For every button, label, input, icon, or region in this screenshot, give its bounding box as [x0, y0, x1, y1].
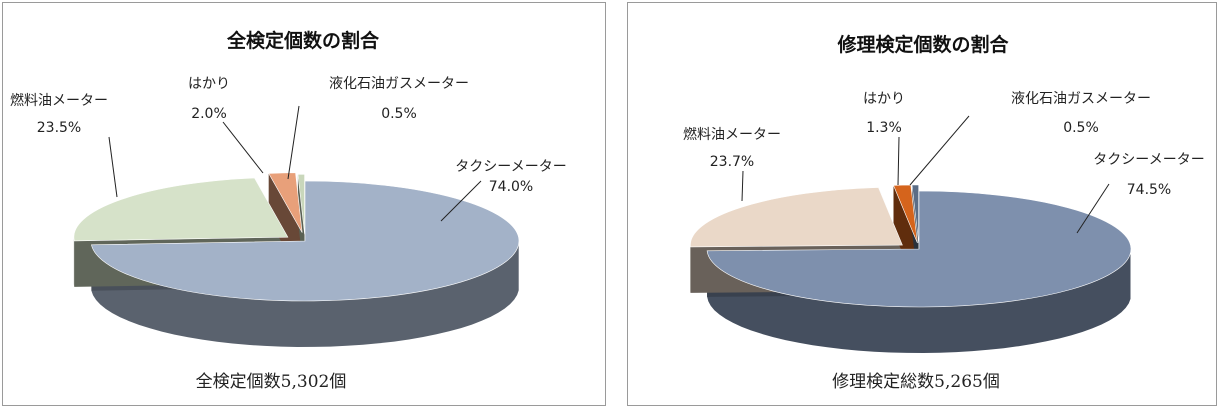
slice-percent-label: 23.7%: [710, 154, 754, 170]
slice-percent-label: 0.5%: [1063, 120, 1099, 136]
leader-line-slice-4: [909, 115, 970, 186]
pie-chart-all: 全検定個数の割合 タクシーメーター 74.0% 燃料油メーター 23.5% はかり 2.0…: [10, 29, 567, 392]
slice-name-label: 液化石油ガスメーター: [1011, 91, 1151, 107]
chart-title: 全検定個数の割合: [226, 29, 380, 52]
leader-line-slice-2: [108, 136, 118, 198]
slice-name-label: はかり: [188, 76, 230, 92]
chart-panel-repair: 修理検定個数の割合 タクシーメーター 74.5% 燃料油メーター 23.7% はかり 1.…: [627, 2, 1217, 406]
slice-percent-label: 23.5%: [37, 120, 81, 136]
chart-caption: 修理検定総数5,265個: [832, 372, 1000, 392]
leader-line-slice-2: [741, 170, 744, 202]
pie-slice-slice-1: [706, 190, 1132, 308]
pie-slice-side-slice-1: [707, 250, 1131, 353]
leader-line-slice-3: [222, 121, 264, 174]
slice-name-label: 燃料油メーター: [10, 92, 108, 109]
slice-name-label: タクシーメーター: [455, 159, 566, 175]
slice-name-label: はかり: [863, 91, 905, 107]
pie-slice-slice-4: [297, 173, 305, 235]
pie-slice-slice-2: [690, 187, 903, 248]
chart-caption: 全検定個数5,302個: [196, 372, 347, 392]
chart-panel-all: 全検定個数の割合 タクシーメーター 74.0% 燃料油メーター 23.5% はかり 2.0…: [2, 2, 606, 406]
leader-line-slice-1: [1076, 183, 1110, 234]
chart-title: 修理検定個数の割合: [836, 33, 1009, 56]
slice-percent-label: 74.5%: [1127, 182, 1171, 198]
leader-line-slice-3: [897, 136, 900, 186]
pie-group: タクシーメーター 74.5% 燃料油メーター 23.7% はかり 1.3% 液化石油ガスメー…: [683, 91, 1205, 353]
pie-slice-slice-2: [73, 177, 289, 242]
pie-slice-side-slice-1: [91, 244, 519, 347]
slice-name-label: 燃料油メーター: [683, 126, 781, 143]
slice-name-label: タクシーメーター: [1093, 152, 1204, 168]
leader-line-slice-4: [287, 105, 300, 180]
slice-percent-label: 1.3%: [866, 120, 902, 136]
slice-percent-label: 0.5%: [381, 106, 417, 122]
slice-percent-label: 74.0%: [489, 179, 533, 195]
pie-slice-slice-3: [893, 184, 918, 244]
pie-group: タクシーメーター 74.0% 燃料油メーター 23.5% はかり 2.0% 液化石油ガスメー…: [10, 76, 567, 347]
pie-chart-repair: 修理検定個数の割合 タクシーメーター 74.5% 燃料油メーター 23.7% はかり 1.…: [683, 33, 1205, 392]
leader-line-slice-1: [440, 180, 482, 222]
slice-percent-label: 2.0%: [191, 106, 227, 122]
slice-name-label: 液化石油ガスメーター: [329, 76, 469, 92]
pie-slice-slice-3: [268, 172, 303, 233]
pie-slice-slice-4: [911, 184, 920, 244]
pie-slice-slice-1: [91, 180, 520, 302]
